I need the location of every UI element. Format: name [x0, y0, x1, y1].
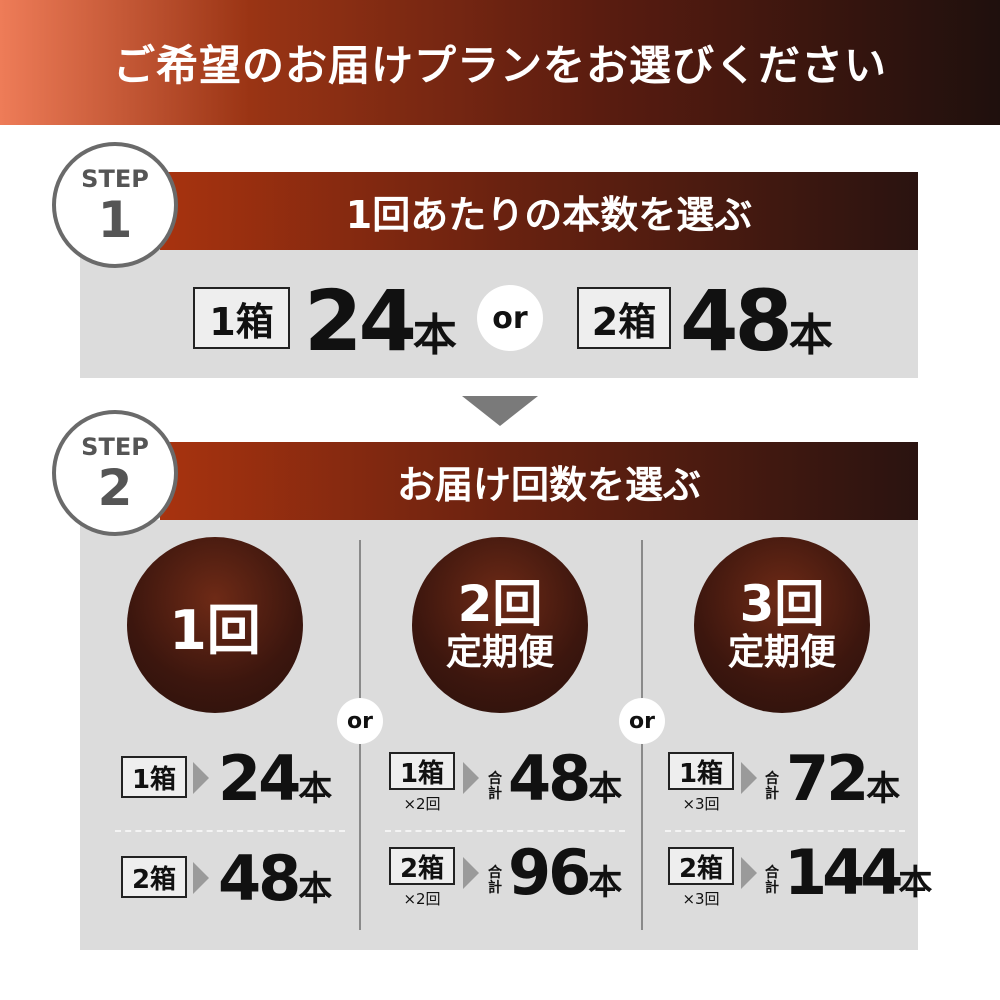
arrow-right-icon [193, 762, 209, 794]
plan-name: 1回 [169, 598, 261, 662]
unit: 本 [412, 310, 457, 361]
step-label: STEP [81, 433, 149, 461]
step-label: STEP [81, 165, 149, 193]
divider [115, 830, 345, 832]
arrow-right-icon [193, 862, 209, 894]
plan-1-circle[interactable]: 1回 [127, 537, 303, 713]
divider [385, 830, 625, 832]
step2-title: お届け回数を選ぶ [160, 442, 918, 520]
plan-2-circle[interactable]: 2回 定期便 [412, 537, 588, 713]
total-count: 24 本 [218, 742, 333, 815]
total-label: 合計 [488, 771, 502, 802]
box-label: 2箱 [668, 847, 734, 885]
step-number: 1 [97, 191, 133, 249]
plan-name: 3回 [739, 575, 825, 633]
or-badge: or [477, 285, 543, 351]
box-label: 2箱 [389, 847, 455, 885]
step-number: 2 [97, 459, 133, 517]
total-count: 72 本 [786, 742, 901, 815]
plan-name: 2回 [457, 575, 543, 633]
down-arrow-icon [462, 396, 538, 426]
step1-title: 1回あたりの本数を選ぶ [160, 172, 918, 250]
total-label: 合計 [765, 771, 779, 802]
box-label: 1箱 [389, 752, 455, 790]
plan-sub: 定期便 [445, 632, 554, 673]
times-label: ×3回 [682, 795, 720, 813]
or-badge: or [619, 698, 665, 744]
plan-sub: 定期便 [727, 632, 836, 673]
page-title: ご希望のお届けプランをお選びください [0, 0, 1000, 125]
total-count: 96 本 [508, 836, 623, 909]
arrow-right-icon [463, 762, 479, 794]
count: 24 [304, 272, 417, 370]
total-count: 144 本 [784, 836, 933, 909]
times-label: ×2回 [403, 890, 441, 908]
box-label: 1箱 [121, 756, 187, 798]
times-label: ×3回 [682, 890, 720, 908]
arrow-right-icon [463, 857, 479, 889]
total-label: 合計 [488, 865, 502, 896]
total-label: 合計 [765, 865, 779, 896]
option-count-2[interactable]: 48 本 [680, 272, 833, 370]
or-badge: or [337, 698, 383, 744]
box-label: 2箱 [121, 856, 187, 898]
box-label: 1箱 [668, 752, 734, 790]
arrow-right-icon [741, 762, 757, 794]
option-count-1[interactable]: 24 本 [304, 272, 457, 370]
option-box-1[interactable]: 1箱 [193, 287, 290, 349]
step2-badge: STEP 2 [52, 410, 178, 536]
total-count: 48 本 [218, 842, 333, 915]
divider [665, 830, 905, 832]
arrow-right-icon [741, 857, 757, 889]
times-label: ×2回 [403, 795, 441, 813]
total-count: 48 本 [508, 742, 623, 815]
unit: 本 [788, 310, 833, 361]
step1-badge: STEP 1 [52, 142, 178, 268]
count: 48 [680, 272, 793, 370]
plan-3-circle[interactable]: 3回 定期便 [694, 537, 870, 713]
option-box-2[interactable]: 2箱 [577, 287, 671, 349]
